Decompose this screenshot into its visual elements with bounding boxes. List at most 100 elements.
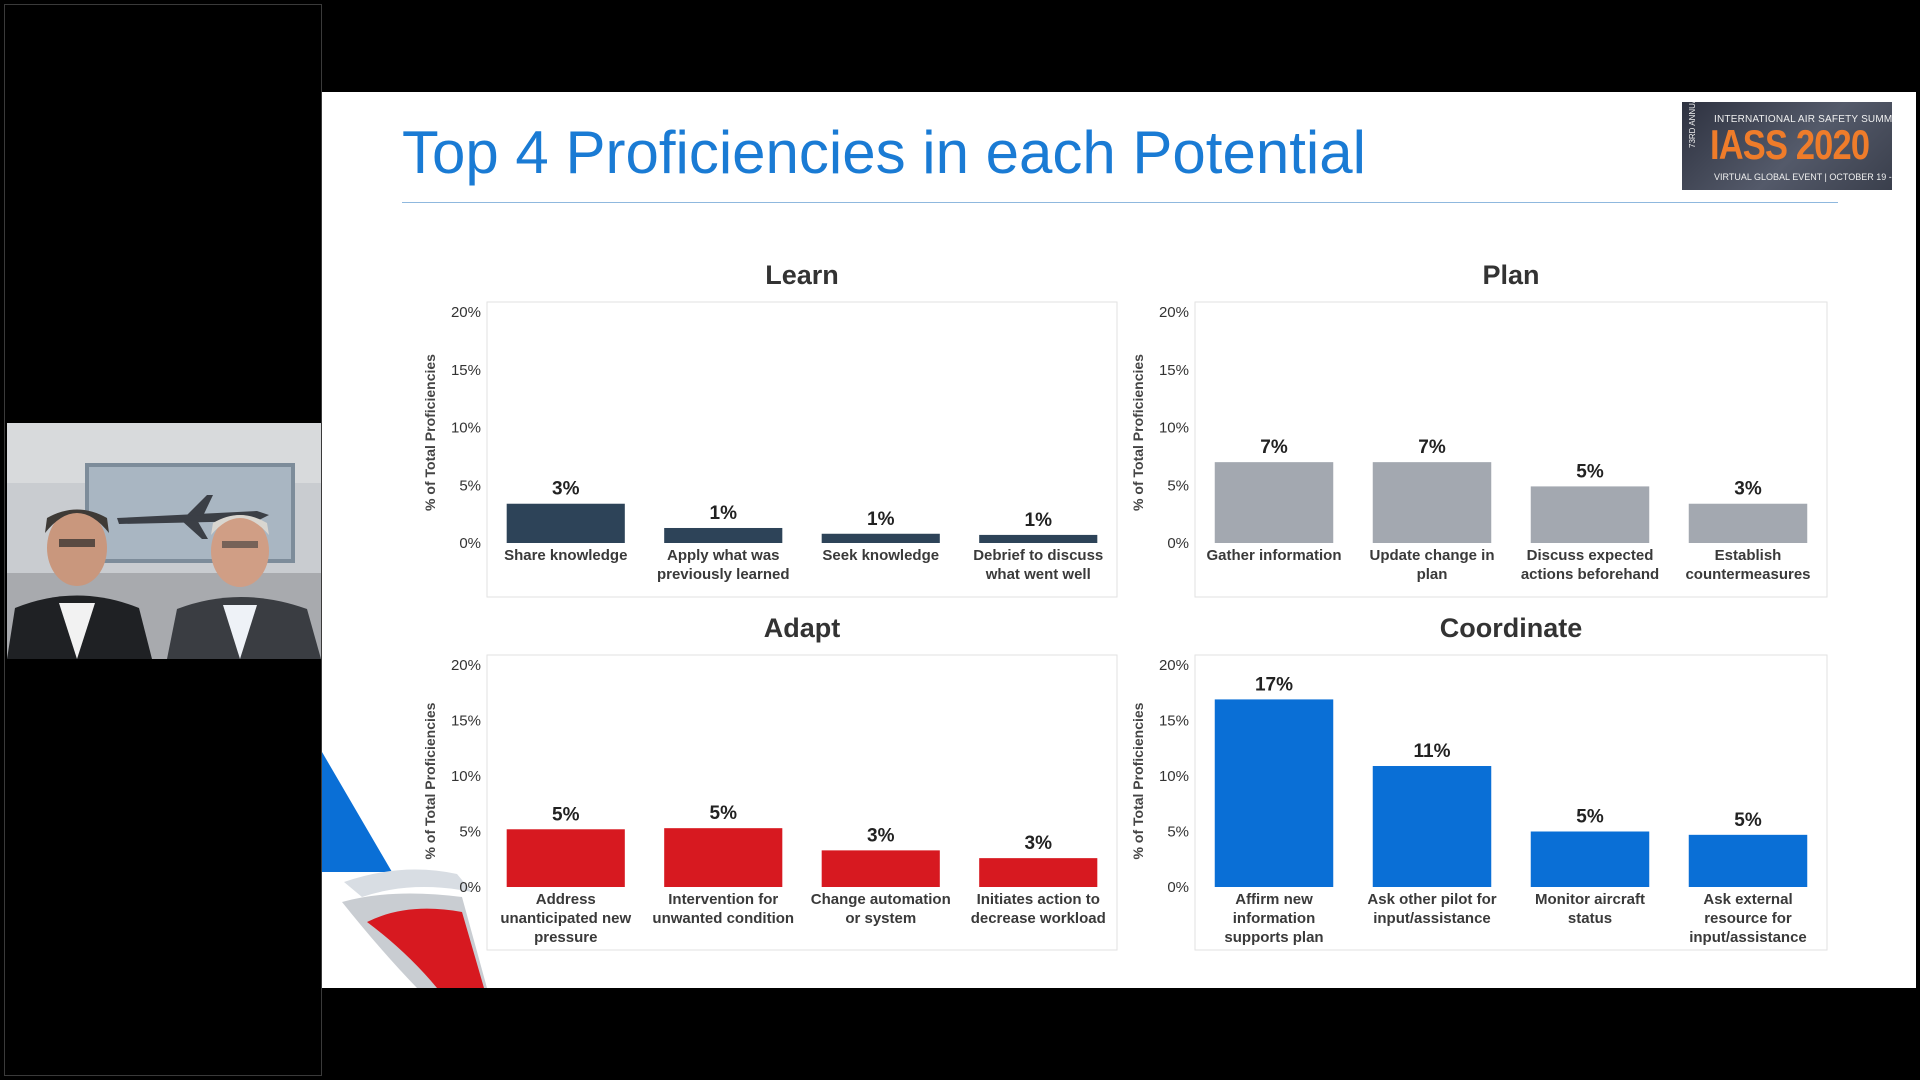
x-tick-line: resource for [1704, 910, 1792, 927]
bar [821, 850, 940, 887]
y-tick-label: 5% [459, 824, 481, 841]
x-tick-label: Gather information [1206, 547, 1341, 564]
data-label: 3% [1025, 833, 1053, 854]
x-tick-line: status [1568, 910, 1612, 927]
y-tick-label: 15% [451, 362, 481, 379]
x-tick-label: Seek knowledge [822, 547, 939, 564]
chart-title: Adapt [764, 613, 841, 643]
x-tick-label: Affirm new information supports plan [1224, 891, 1323, 946]
webcam-image [7, 423, 321, 659]
bar [1688, 834, 1808, 887]
y-tick-label: 0% [459, 879, 481, 896]
x-tick-line: Ask external [1703, 891, 1792, 908]
x-tick-line: input/assistance [1689, 929, 1807, 946]
data-label: 5% [552, 804, 580, 825]
data-label: 11% [1414, 741, 1451, 762]
bar [979, 858, 1098, 887]
x-tick-line: Initiates action to [977, 891, 1100, 908]
bar [1372, 766, 1492, 887]
bar [1530, 831, 1650, 887]
x-tick-line: Debrief to discuss [973, 547, 1103, 564]
participant-video-panel [4, 4, 322, 1076]
x-tick-line: Update change in [1369, 547, 1494, 564]
y-axis-label: % of Total Proficiencies [422, 702, 438, 859]
x-tick-label: Apply what was previously learned [657, 547, 790, 583]
x-tick-line: what went well [985, 566, 1091, 583]
x-tick-line: or system [845, 910, 916, 927]
x-tick-line: supports plan [1224, 929, 1323, 946]
bar [664, 527, 783, 543]
y-tick-label: 10% [1159, 768, 1189, 785]
plot-frame [1194, 301, 1828, 598]
y-tick-label: 20% [1159, 304, 1189, 321]
x-tick-line: Monitor aircraft [1535, 891, 1645, 908]
y-tick-label: 10% [1159, 420, 1189, 437]
chart-title: Learn [765, 260, 839, 290]
plot-frame [1194, 654, 1828, 951]
presentation-slide: Top 4 Proficiencies in each Potential 73… [322, 92, 1916, 988]
x-tick-line: Ask other pilot for [1367, 891, 1496, 908]
x-tick-line: previously learned [657, 566, 790, 583]
y-axis-label: % of Total Proficiencies [422, 354, 438, 511]
bar [506, 503, 625, 543]
title-divider [402, 202, 1838, 203]
x-tick-label: Change automation or system [811, 891, 951, 927]
bar [979, 534, 1098, 543]
x-tick-line: Address [536, 891, 596, 908]
data-label: 3% [1734, 479, 1762, 500]
data-label: 3% [552, 479, 580, 500]
x-tick-line: Discuss expected [1527, 547, 1654, 564]
y-tick-label: 20% [1159, 657, 1189, 674]
logo-top-text: INTERNATIONAL AIR SAFETY SUMMIT [1714, 114, 1892, 125]
x-tick-line: actions beforehand [1521, 566, 1659, 583]
x-tick-label: Ask external resource for input/assistance [1689, 891, 1807, 946]
x-tick-line: input/assistance [1373, 910, 1491, 927]
x-tick-line: Gather information [1206, 547, 1341, 564]
plot-frame [486, 654, 1118, 951]
y-tick-label: 0% [1167, 535, 1189, 552]
x-tick-line: pressure [534, 929, 597, 946]
x-tick-line: Apply what was [667, 547, 780, 564]
x-tick-label: Address unanticipated new pressure [500, 891, 631, 946]
event-logo: 73RD ANNUAL INTERNATIONAL AIR SAFETY SUM… [1682, 102, 1892, 190]
airline-flag-decoration [322, 752, 487, 988]
data-label: 5% [710, 803, 738, 824]
x-tick-label: Ask other pilot for input/assistance [1367, 891, 1496, 927]
data-label: 7% [1418, 437, 1446, 458]
data-label: 1% [710, 503, 738, 524]
x-tick-line: Share knowledge [504, 547, 627, 564]
data-label: 5% [1734, 810, 1762, 831]
data-label: 1% [1025, 510, 1053, 531]
data-label: 5% [1576, 461, 1604, 482]
x-tick-line: countermeasures [1685, 566, 1810, 583]
x-tick-line: unwanted condition [652, 910, 794, 927]
x-tick-line: Establish [1715, 547, 1782, 564]
x-tick-label: Intervention for unwanted condition [652, 891, 794, 927]
x-tick-label: Update change in plan [1369, 547, 1494, 583]
bar [506, 829, 625, 887]
x-tick-label: Establish countermeasures [1685, 547, 1810, 583]
bar [1372, 462, 1492, 543]
bar [1214, 462, 1334, 543]
chart-coordinate: Coordinate % of Total Proficiencies 0% 5% 10… [1130, 613, 1828, 951]
data-label: 3% [867, 825, 895, 846]
y-tick-label: 0% [1167, 879, 1189, 896]
x-tick-line: Intervention for [668, 891, 778, 908]
plot-frame [486, 301, 1118, 598]
y-tick-label: 5% [459, 477, 481, 494]
x-tick-label: Debrief to discuss what went well [973, 547, 1103, 583]
y-tick-label: 5% [1167, 824, 1189, 841]
x-tick-line: decrease workload [971, 910, 1106, 927]
charts-canvas: Learn % of Total Proficiencies 0% 5% 10% 15% 2… [422, 260, 1828, 951]
y-tick-label: 15% [1159, 362, 1189, 379]
x-tick-label: Initiates action to decrease workload [971, 891, 1106, 927]
chart-adapt: Adapt % of Total Proficiencies 0% 5% 10% 15% 2… [422, 613, 1118, 951]
y-tick-label: 10% [451, 768, 481, 785]
y-tick-label: 20% [451, 304, 481, 321]
chart-plan: Plan % of Total Proficiencies 0% 5% 10% 15% 20… [1130, 260, 1828, 598]
data-label: 17% [1255, 674, 1293, 695]
bar [664, 828, 783, 887]
y-axis-label: % of Total Proficiencies [1130, 354, 1146, 511]
x-tick-label: Share knowledge [504, 547, 627, 564]
x-tick-line: information [1233, 910, 1316, 927]
